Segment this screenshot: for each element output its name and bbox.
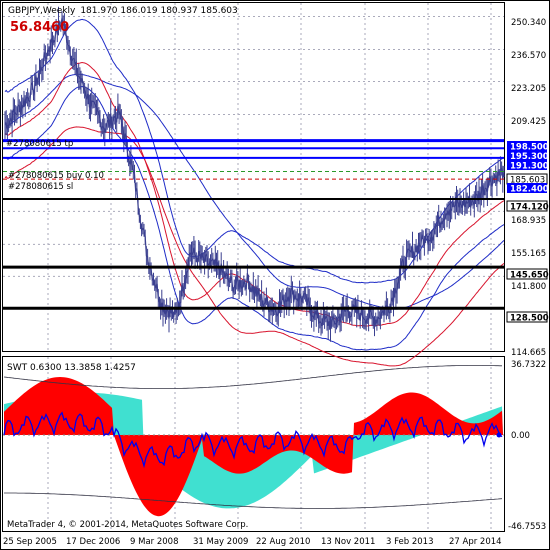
- price-tick: 141.800: [511, 282, 546, 292]
- tag-195: 195.300: [510, 152, 549, 162]
- swt-histogram: [3, 377, 504, 517]
- lower-red-line: [4, 126, 505, 367]
- price-tick: 168.935: [511, 216, 546, 226]
- swt-lower-envelope: [4, 492, 503, 509]
- tag-174-bg: [506, 200, 548, 212]
- tag-185: 185.603: [510, 176, 545, 186]
- time-tick: 31 May 2009: [193, 537, 248, 547]
- tag-198-bg: [507, 141, 547, 151]
- time-tick: 27 Apr 2014: [449, 537, 502, 547]
- tag-182: 182.400: [510, 185, 549, 195]
- time-tick: 9 Mar 2008: [130, 537, 178, 547]
- indicator-axis: 36.7322 0.00 -46.7553: [508, 360, 546, 532]
- price-tick: 209.425: [511, 117, 546, 127]
- price-tick: 155.165: [511, 249, 546, 259]
- indicator-tick: 36.7322: [511, 360, 546, 370]
- order-sl-label[interactable]: #278080615 sl: [8, 182, 73, 192]
- tag-174: 174.120: [510, 203, 549, 213]
- time-axis: 25 Sep 2005 17 Dec 2006 9 Mar 2008 31 Ma…: [3, 537, 502, 547]
- indicator-label: SWT 0.6300 13.3858 1.4257: [7, 363, 136, 373]
- indicator-tick: -46.7553: [508, 522, 546, 532]
- tag-195-bg: [507, 151, 547, 160]
- spread-value: 56.8460: [10, 20, 69, 35]
- time-tick: 22 Aug 2010: [256, 537, 310, 547]
- tag-145: 145.650: [510, 271, 549, 281]
- symbol-label: GBPJPY,Weekly 181.970 186.019 180.937 185…: [8, 6, 238, 16]
- price-tick: 250.340: [511, 18, 546, 28]
- swt-last-point: [496, 432, 502, 438]
- slow-ma-line: [4, 73, 505, 310]
- tag-128-bg: [506, 311, 548, 323]
- tag-191-bg: [507, 160, 547, 170]
- price-series: [4, 6, 505, 342]
- tag-182-bg: [507, 183, 547, 193]
- tag-191: 191.300: [510, 162, 549, 172]
- order-tp-label[interactable]: #278080615 tp: [6, 139, 73, 149]
- price-axis: 250.340 236.570 223.205 209.425 168.935 …: [511, 18, 546, 358]
- price-tick: 223.205: [511, 84, 546, 94]
- indicator-tick: 0.00: [511, 431, 530, 441]
- tag-128: 128.500: [510, 314, 549, 324]
- horizontal-levels[interactable]: [3, 139, 504, 310]
- order-buy-label[interactable]: #278080615 buy 0.10: [8, 171, 104, 181]
- tag-145-bg: [506, 268, 548, 280]
- swt-lines: [3, 364, 503, 509]
- price-tick: 114.665: [511, 348, 546, 358]
- time-tick: 13 Nov 2011: [321, 537, 375, 547]
- swt-blue-line: [3, 411, 503, 469]
- time-tick: 17 Dec 2006: [66, 537, 120, 547]
- copyright-text: MetaTrader 4, © 2001-2014, MetaQuotes So…: [7, 520, 248, 530]
- time-tick: 25 Sep 2005: [3, 537, 57, 547]
- time-tick: 3 Feb 2013: [386, 537, 434, 547]
- tag-198: 198.500: [510, 143, 549, 153]
- swt-red-area: [4, 377, 503, 517]
- price-line: [4, 17, 505, 330]
- swt-upper-envelope: [3, 364, 502, 390]
- price-tick: 236.570: [511, 51, 546, 61]
